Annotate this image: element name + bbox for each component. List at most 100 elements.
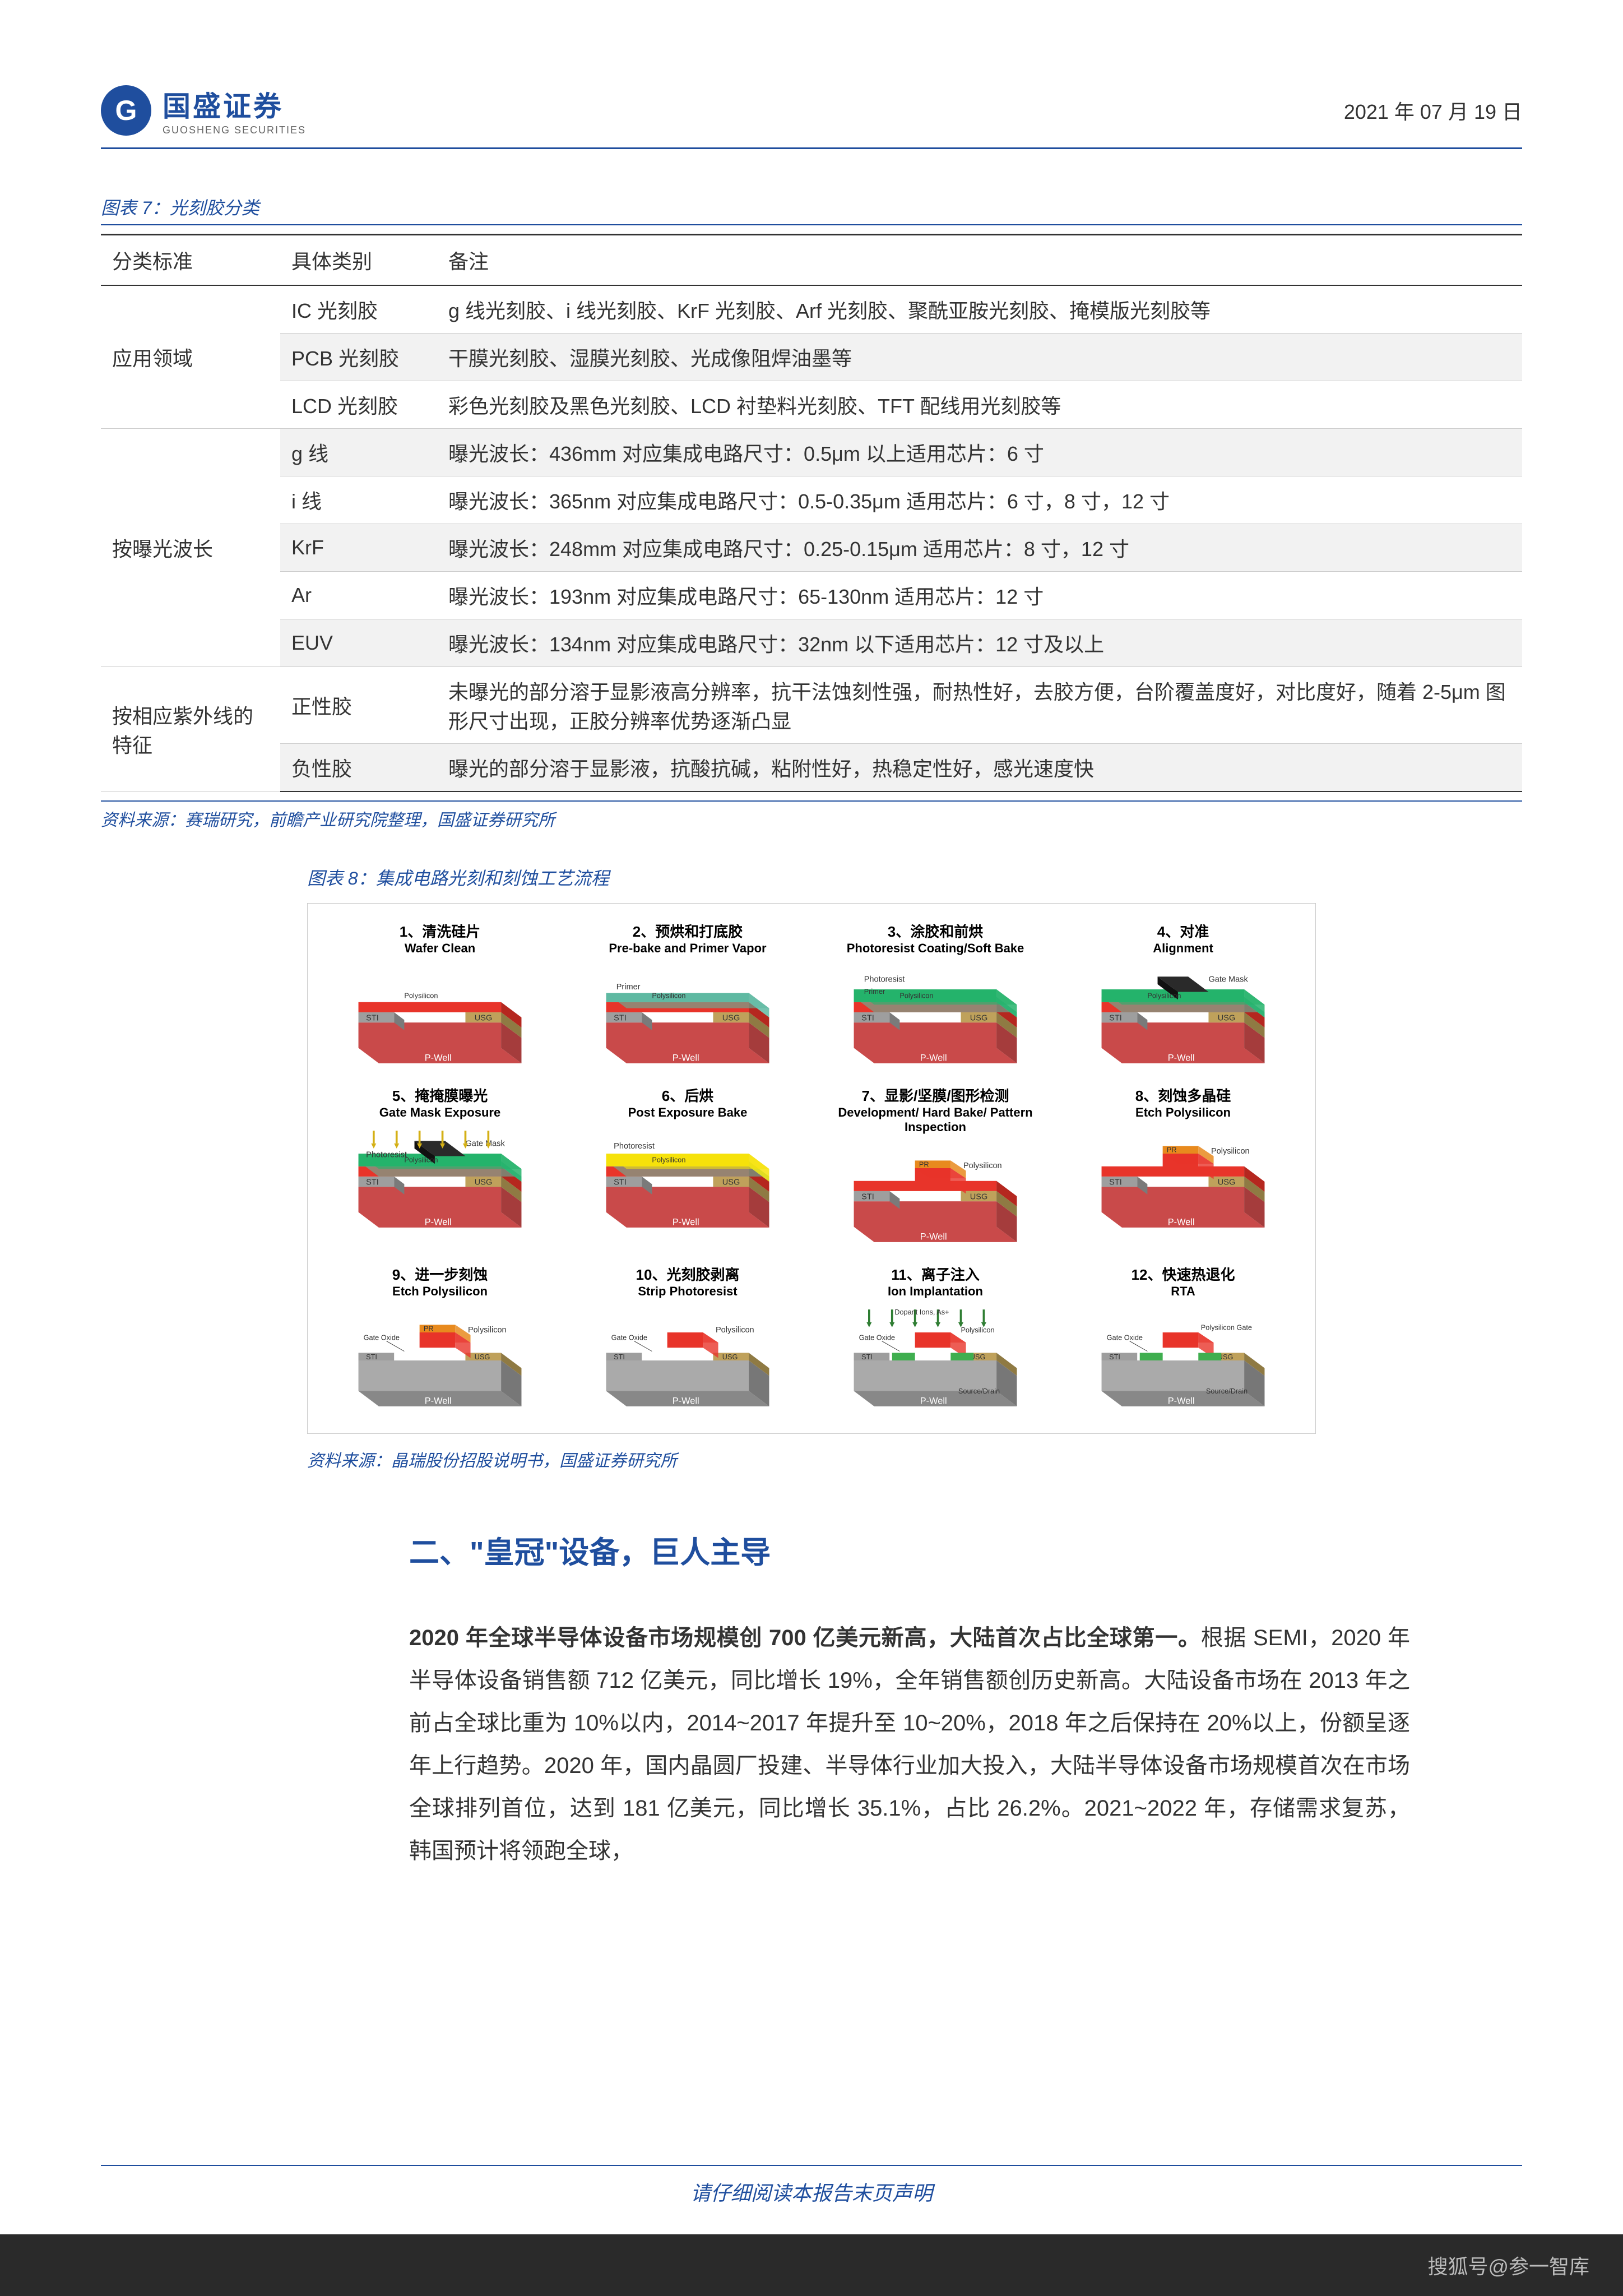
step-title-cn: 12、快速热退化 (1068, 1263, 1299, 1284)
svg-text:STI: STI (861, 1013, 874, 1022)
svg-text:Polysilicon: Polysilicon (1147, 991, 1181, 999)
table7-note: 干膜光刻胶、湿膜光刻胶、光成像阻焊油墨等 (437, 334, 1522, 381)
step-title-cn: 6、后烘 (572, 1085, 803, 1105)
table7-source: 资料来源：赛瑞研究，前瞻产业研究院整理，国盛证券研究所 (101, 800, 1522, 831)
svg-text:USG: USG (475, 1013, 493, 1022)
step-title-en: Ion Implantation (820, 1284, 1051, 1299)
step-title-cn: 3、涂胶和前烘 (820, 920, 1051, 941)
wafer-diagram: P-Well STI USG Gate Oxide Polysilicon (572, 1304, 803, 1417)
figure8-caption: 图表 8：集成电路光刻和刻蚀工艺流程 (307, 864, 1316, 895)
svg-text:USG: USG (722, 1178, 740, 1187)
page-header: G 国盛证券 GUOSHENG SECURITIES 2021 年 07 月 1… (101, 84, 1522, 149)
process-step: 9、进一步刻蚀 Etch Polysilicon P-Well STI USG … (324, 1263, 555, 1417)
svg-text:Primer: Primer (864, 987, 885, 996)
table7-h2: 备注 (437, 235, 1522, 286)
svg-text:Polysilicon: Polysilicon (961, 1326, 994, 1334)
process-step: 10、光刻胶剥离 Strip Photoresist P-Well STI US… (572, 1263, 803, 1417)
table7-category: 负性胶 (280, 744, 437, 792)
svg-text:STI: STI (614, 1013, 627, 1022)
table7-group: 按曝光波长 (101, 429, 280, 667)
table7-category: PCB 光刻胶 (280, 334, 437, 381)
svg-text:Source/Drain: Source/Drain (958, 1387, 1000, 1395)
svg-text:P-Well: P-Well (1168, 1053, 1195, 1063)
step-title-en: Post Exposure Bake (572, 1105, 803, 1120)
svg-text:Polysilicon: Polysilicon (652, 991, 685, 999)
section-paragraph: 2020 年全球半导体设备市场规模创 700 亿美元新高，大陆首次占比全球第一。… (409, 1617, 1410, 1872)
svg-text:STI: STI (366, 1013, 379, 1022)
svg-text:USG: USG (970, 1013, 988, 1022)
svg-text:STI: STI (1109, 1013, 1122, 1022)
svg-text:Photoresist: Photoresist (614, 1142, 655, 1151)
svg-text:P-Well: P-Well (425, 1053, 452, 1063)
process-step: 11、离子注入 Ion Implantation P-Well STI USG … (820, 1263, 1051, 1417)
figure8: 图表 8：集成电路光刻和刻蚀工艺流程 1、清洗硅片 Wafer Clean P-… (307, 864, 1316, 1471)
step-title-cn: 9、进一步刻蚀 (324, 1263, 555, 1284)
table7-group: 应用领域 (101, 285, 280, 429)
svg-text:STI: STI (366, 1178, 379, 1187)
step-title-cn: 11、离子注入 (820, 1263, 1051, 1284)
table7-note: g 线光刻胶、i 线光刻胶、KrF 光刻胶、Arf 光刻胶、聚酰亚胺光刻胶、掩模… (437, 285, 1522, 334)
step-title-en: Pre-bake and Primer Vapor (572, 941, 803, 956)
process-step: 6、后烘 Post Exposure Bake P-Well STI USG P… (572, 1085, 803, 1252)
table7-category: EUV (280, 619, 437, 667)
logo-text-en: GUOSHENG SECURITIES (163, 124, 306, 136)
table7-note: 曝光波长：193nm 对应集成电路尺寸：65-130nm 适用芯片：12 寸 (437, 572, 1522, 619)
svg-text:Dopant Ions, As+: Dopant Ions, As+ (894, 1308, 949, 1316)
wafer-diagram: P-Well STI USG Polysilicon (324, 961, 555, 1073)
logo-text-cn: 国盛证券 (163, 84, 306, 124)
step-title-cn: 10、光刻胶剥离 (572, 1263, 803, 1284)
svg-text:STI: STI (861, 1353, 873, 1361)
process-step: 8、刻蚀多晶硅 Etch Polysilicon P-Well STI USG … (1068, 1085, 1299, 1252)
svg-text:STI: STI (366, 1353, 377, 1361)
watermark: 搜狐号@参一智库 (0, 2234, 1623, 2296)
svg-text:PR: PR (424, 1324, 434, 1332)
logo-icon: G (101, 85, 151, 136)
step-title-en: Etch Polysilicon (1068, 1105, 1299, 1120)
table7-category: i 线 (280, 476, 437, 524)
svg-text:P-Well: P-Well (673, 1396, 699, 1406)
step-title-en: Etch Polysilicon (324, 1284, 555, 1299)
table7-note: 彩色光刻胶及黑色光刻胶、LCD 衬垫料光刻胶、TFT 配线用光刻胶等 (437, 381, 1522, 429)
wafer-diagram: P-Well STI USG Gate Oxide Polysilicon Ga… (1068, 1304, 1299, 1417)
svg-text:STI: STI (1109, 1353, 1120, 1361)
wafer-diagram: P-Well STI USG Gate Mask Polysilicon (1068, 961, 1299, 1073)
section-title: 二、"皇冠"设备，巨人主导 (409, 1527, 1522, 1572)
process-step: 7、显影/坚膜/图形检测 Development/ Hard Bake/ Pat… (820, 1085, 1051, 1252)
svg-text:USG: USG (475, 1178, 493, 1187)
svg-text:P-Well: P-Well (425, 1217, 452, 1227)
process-step: 1、清洗硅片 Wafer Clean P-Well STI USG Polysi… (324, 920, 555, 1073)
table7-note: 曝光波长：436mm 对应集成电路尺寸：0.5μm 以上适用芯片：6 寸 (437, 429, 1522, 476)
svg-text:USG: USG (475, 1353, 490, 1361)
svg-text:USG: USG (722, 1353, 738, 1361)
process-step: 5、掩掩膜曝光 Gate Mask Exposure P-Well STI US… (324, 1085, 555, 1252)
table7-category: KrF (280, 524, 437, 572)
process-step: 3、涂胶和前烘 Photoresist Coating/Soft Bake P-… (820, 920, 1051, 1073)
step-title-cn: 8、刻蚀多晶硅 (1068, 1085, 1299, 1105)
table7: 分类标准 具体类别 备注 应用领域IC 光刻胶g 线光刻胶、i 线光刻胶、KrF… (101, 234, 1522, 792)
table7-h0: 分类标准 (101, 235, 280, 286)
process-step: 12、快速热退化 RTA P-Well STI USG Gate Oxide P… (1068, 1263, 1299, 1417)
svg-text:P-Well: P-Well (920, 1232, 947, 1242)
svg-text:USG: USG (970, 1192, 988, 1201)
process-step: 2、预烘和打底胶 Pre-bake and Primer Vapor P-Wel… (572, 920, 803, 1073)
table7-category: IC 光刻胶 (280, 285, 437, 334)
svg-text:P-Well: P-Well (920, 1396, 947, 1406)
svg-text:PR: PR (919, 1160, 929, 1168)
svg-text:USG: USG (1218, 1013, 1236, 1022)
wafer-diagram: P-Well STI USG Photoresist Polysilicon (572, 1126, 803, 1238)
wafer-diagram: P-Well STI USG PhotoresistPrimer Polysil… (820, 961, 1051, 1073)
svg-text:Gate Oxide: Gate Oxide (364, 1334, 400, 1342)
svg-text:Gate Oxide: Gate Oxide (1107, 1334, 1143, 1342)
svg-text:STI: STI (614, 1353, 625, 1361)
svg-text:P-Well: P-Well (673, 1217, 699, 1227)
svg-text:Polysilicon: Polysilicon (652, 1155, 685, 1164)
svg-text:P-Well: P-Well (425, 1396, 452, 1406)
svg-text:P-Well: P-Well (920, 1053, 947, 1063)
page: G 国盛证券 GUOSHENG SECURITIES 2021 年 07 月 1… (0, 0, 1623, 2296)
step-title-cn: 5、掩掩膜曝光 (324, 1085, 555, 1105)
svg-text:Polysilicon: Polysilicon (404, 991, 438, 999)
svg-text:USG: USG (1218, 1178, 1236, 1187)
svg-text:STI: STI (1109, 1178, 1122, 1187)
table7-note: 曝光波长：248mm 对应集成电路尺寸：0.25-0.15μm 适用芯片：8 寸… (437, 524, 1522, 572)
table7-category: g 线 (280, 429, 437, 476)
